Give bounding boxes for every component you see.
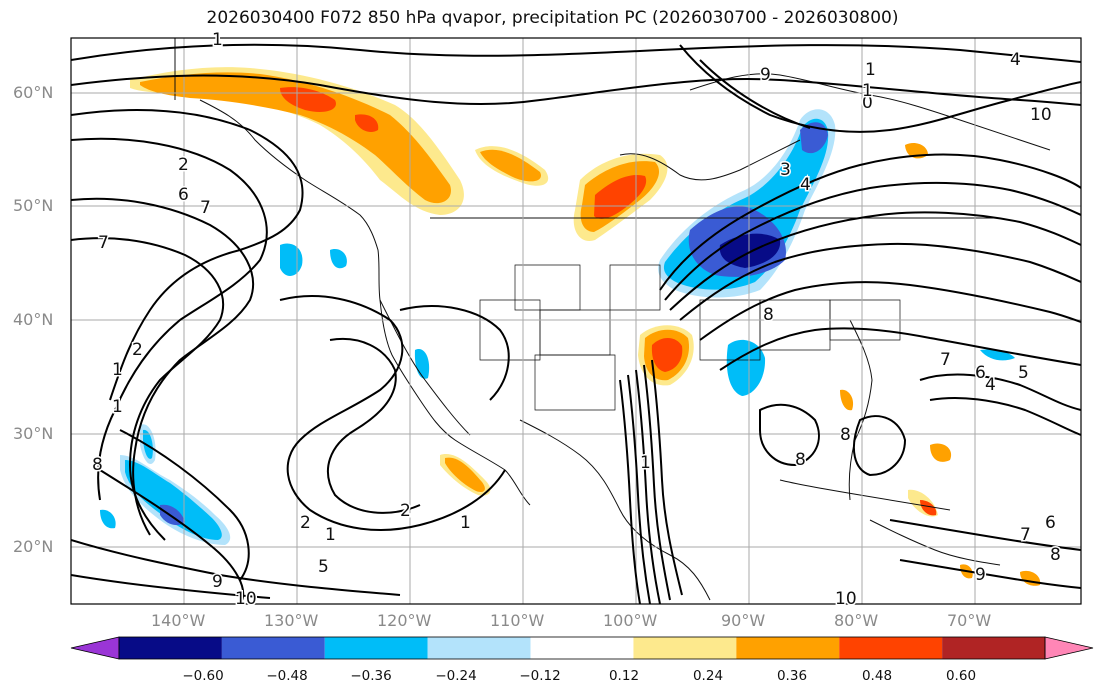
lon-label-80w: 80°W: [834, 611, 879, 630]
contour-label: 7: [200, 198, 211, 218]
qvapor-contours: [71, 43, 1081, 604]
lon-label-90w: 90°W: [721, 611, 766, 630]
contour-label: 1: [212, 30, 223, 50]
precip-shading: [100, 67, 1041, 586]
colorbar-swatch: [530, 637, 634, 659]
contour-label: 7: [940, 350, 951, 370]
contour-label: 9: [975, 565, 986, 585]
colorbar-tick: 0.48: [861, 668, 893, 684]
contour-label: 1: [865, 60, 876, 80]
contour-label: 8: [1050, 545, 1061, 565]
contour-label: 8: [92, 455, 103, 475]
lat-label-30n: 30°N: [13, 424, 54, 443]
contour-label: 8: [795, 450, 806, 470]
graticule: [71, 38, 1081, 604]
map-title: 2026030400 F072 850 hPa qvapor, precipit…: [206, 8, 899, 28]
map-frame: [70, 37, 1082, 605]
colorbar-frame: [118, 636, 1046, 660]
colorbar-tick: 0.24: [692, 668, 724, 684]
lat-label-60n: 60°N: [13, 83, 54, 102]
contour-label: 8: [763, 305, 774, 325]
colorbar-swatch: [736, 637, 840, 659]
colorbar-tick: 0.36: [776, 668, 808, 684]
colorbar-tick: −0.60: [182, 668, 224, 684]
contour-label: 2: [132, 340, 143, 360]
lon-label-70w: 70°W: [947, 611, 992, 630]
lat-label-20n: 20°N: [13, 537, 54, 556]
colorbar-swatch: [119, 637, 222, 659]
lon-label-110w: 110°W: [490, 611, 545, 630]
colorbar-tick: −0.12: [519, 668, 561, 684]
contour-label: 10: [835, 589, 857, 609]
colorbar-swatch: [221, 637, 325, 659]
contour-label: 4: [800, 175, 811, 195]
contour-label: 6: [975, 363, 986, 383]
contour-label: 4: [985, 375, 996, 395]
contour-label: 2: [300, 513, 311, 533]
contour-label: 1: [112, 360, 123, 380]
contour-label: 9: [212, 572, 223, 592]
contour-label: 1: [640, 453, 651, 473]
contour-label: 10: [235, 589, 257, 609]
colorbar: [70, 636, 1094, 660]
lon-label-120w: 120°W: [377, 611, 432, 630]
colorbar-tick: 0.60: [945, 668, 977, 684]
contour-label: 6: [1045, 513, 1056, 533]
contour-label: 1: [325, 525, 336, 545]
coastlines: [174, 38, 1051, 601]
contour-label: 3: [780, 160, 791, 180]
lat-label-40n: 40°N: [13, 310, 54, 329]
lat-label-50n: 50°N: [13, 196, 54, 215]
contour-label: 1: [460, 513, 471, 533]
contour-label: 1: [112, 397, 123, 417]
contour-label: 2: [178, 155, 189, 175]
contour-label: 4: [1010, 50, 1021, 70]
colorbar-swatch: [427, 637, 531, 659]
colorbar-tick: −0.36: [350, 668, 392, 684]
lon-label-140w: 140°W: [151, 611, 206, 630]
colorbar-swatch: [324, 637, 428, 659]
contour-label: 2: [400, 501, 411, 521]
colorbar-tick: −0.48: [266, 668, 308, 684]
contour-label: 5: [318, 557, 329, 577]
contour-label: 6: [178, 185, 189, 205]
colorbar-extend-high: [1044, 636, 1094, 660]
colorbar-tick: 0.12: [608, 668, 640, 684]
contour-label: 7: [1020, 525, 1031, 545]
colorbar-swatch: [942, 637, 1045, 659]
colorbar-swatch: [839, 637, 943, 659]
colorbar-swatch: [633, 637, 737, 659]
contour-label: 5: [1018, 363, 1029, 383]
contour-label: 1: [862, 81, 873, 101]
colorbar-extend-low: [70, 636, 120, 660]
lon-label-100w: 100°W: [603, 611, 658, 630]
plot-area: [71, 38, 1081, 604]
lon-label-130w: 130°W: [264, 611, 319, 630]
contour-label: 7: [98, 233, 109, 253]
contour-label: 0: [862, 93, 873, 113]
colorbar-tick: −0.24: [435, 668, 477, 684]
contour-label: 10: [1030, 105, 1052, 125]
contour-label: 9: [760, 65, 771, 85]
contour-label: 8: [840, 425, 851, 445]
